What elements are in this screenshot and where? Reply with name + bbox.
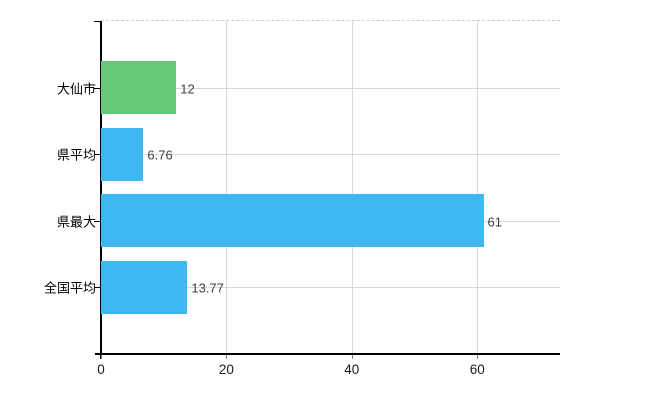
category-tick: [94, 287, 101, 289]
x-tick-label: 20: [218, 362, 234, 377]
bar: [101, 127, 144, 181]
x-tick-label: 40: [344, 362, 360, 377]
horizontal-gridline: [101, 87, 560, 89]
horizontal-gridline: [101, 154, 560, 156]
x-axis-tick: [351, 355, 353, 359]
bar: [101, 61, 177, 115]
category-label: 大仙市: [56, 81, 96, 97]
x-axis-tick: [226, 355, 228, 359]
vertical-gridline: [477, 21, 479, 353]
x-tick-label: 60: [469, 362, 485, 377]
x-axis-tick: [477, 355, 479, 359]
category-label: 全国平均: [43, 280, 96, 296]
bar: [101, 194, 484, 248]
x-axis-line: [95, 353, 560, 355]
x-axis-tick: [101, 355, 102, 359]
y-axis-line: [100, 21, 102, 359]
vertical-gridline: [226, 21, 228, 353]
bar: [101, 260, 188, 314]
horizontal-gridline: [101, 287, 560, 289]
category-label: 県最大: [56, 214, 96, 230]
bar-value-label: 12: [180, 81, 195, 97]
plot-top-border: [101, 20, 560, 21]
x-tick-label: 0: [97, 362, 105, 377]
bar-value-label: 61: [487, 214, 502, 230]
category-tick: [94, 154, 101, 156]
category-tick: [94, 87, 101, 89]
category-axis-end-tick: [94, 21, 101, 22]
bar-value-label: 6.76: [147, 147, 173, 163]
vertical-gridline: [351, 21, 353, 353]
category-label: 県平均: [56, 147, 96, 163]
category-tick: [94, 220, 101, 222]
bar-value-label: 13.77: [191, 280, 224, 296]
